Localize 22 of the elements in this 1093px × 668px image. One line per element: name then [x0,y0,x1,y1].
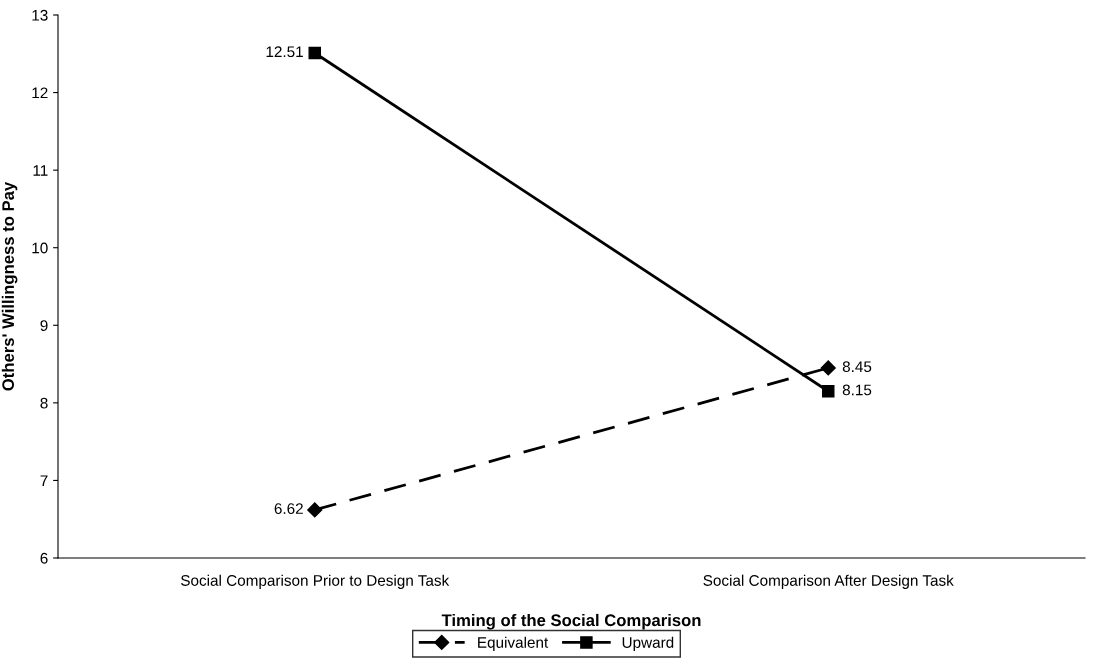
legend-label: Upward [622,636,674,651]
y-tick-label: 10 [32,242,48,254]
point [821,384,835,398]
data-label: 6.62 [274,503,303,515]
legend-label: Equivalent [478,636,549,651]
y-tick-label: 7 [40,475,48,486]
point [308,46,322,60]
x-axis-title: Timing of the Social Comparison [441,613,701,630]
data-label: 12.51 [266,46,303,58]
data-label: 8.45 [842,361,872,373]
y-tick-label: 9 [40,320,48,331]
point [307,502,323,518]
y-tick-label: 8 [40,397,48,409]
y-tick-label: 11 [33,165,48,176]
y-tick-label: 6 [40,552,48,564]
data-label: 8.15 [842,384,872,396]
x-tick-label: Social Comparison After Design Task [703,574,954,589]
y-axis-title: Others' Willingness to Pay [1,181,18,391]
x-tick-label: Social Comparison Prior to Design Task [181,574,450,589]
y-tick-label: 13 [32,9,48,21]
point [820,360,836,376]
y-tick-label: 12 [32,87,48,99]
